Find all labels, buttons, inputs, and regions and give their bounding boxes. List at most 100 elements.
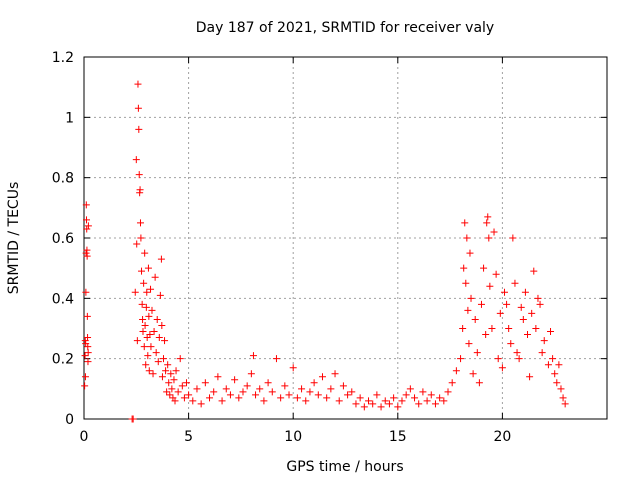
data-point bbox=[153, 315, 161, 323]
data-point bbox=[136, 186, 144, 194]
y-tick-label: 1 bbox=[65, 110, 74, 126]
data-point bbox=[144, 264, 152, 272]
data-point bbox=[139, 328, 147, 336]
data-point bbox=[83, 252, 91, 260]
data-point bbox=[365, 397, 373, 405]
data-point bbox=[394, 403, 402, 411]
data-point bbox=[148, 306, 156, 314]
data-point bbox=[252, 391, 260, 399]
x-tick-label: 20 bbox=[493, 429, 511, 445]
data-point bbox=[249, 352, 257, 360]
x-tick-label: 5 bbox=[184, 429, 193, 445]
data-point bbox=[427, 391, 435, 399]
data-point bbox=[423, 397, 431, 405]
data-point bbox=[84, 343, 92, 351]
data-point bbox=[509, 234, 517, 242]
data-point bbox=[193, 385, 201, 393]
data-point bbox=[83, 216, 91, 224]
data-point bbox=[483, 219, 491, 227]
data-point bbox=[477, 300, 485, 308]
data-point bbox=[549, 355, 557, 363]
y-tick-label: 0 bbox=[65, 412, 74, 428]
data-point bbox=[344, 391, 352, 399]
data-point bbox=[462, 279, 470, 287]
data-point bbox=[189, 397, 197, 405]
data-point bbox=[150, 328, 158, 336]
data-point bbox=[133, 337, 141, 345]
data-point bbox=[164, 361, 172, 369]
data-point bbox=[161, 337, 169, 345]
data-point bbox=[235, 394, 243, 402]
data-point bbox=[505, 325, 513, 332]
data-point bbox=[466, 249, 474, 257]
data-point bbox=[500, 288, 508, 296]
data-point bbox=[157, 255, 165, 263]
data-point bbox=[293, 394, 301, 402]
data-point bbox=[82, 249, 90, 257]
data-point bbox=[152, 349, 160, 357]
data-point bbox=[163, 388, 171, 396]
y-tick-label: 1.2 bbox=[52, 50, 74, 66]
data-point bbox=[142, 303, 150, 311]
data-point bbox=[171, 397, 179, 405]
data-point bbox=[452, 367, 460, 375]
data-point bbox=[174, 388, 182, 396]
data-point bbox=[197, 400, 205, 408]
data-point bbox=[170, 376, 178, 384]
data-point bbox=[561, 400, 569, 408]
data-point bbox=[314, 391, 322, 399]
data-point bbox=[185, 391, 193, 399]
data-point bbox=[132, 156, 140, 164]
data-point bbox=[133, 240, 141, 248]
data-point bbox=[302, 397, 310, 405]
data-point bbox=[327, 385, 335, 393]
data-point bbox=[310, 379, 318, 387]
data-point bbox=[214, 373, 222, 381]
data-point bbox=[158, 373, 166, 381]
data-point bbox=[139, 315, 147, 323]
data-point bbox=[335, 397, 343, 405]
data-point bbox=[390, 394, 398, 402]
data-point bbox=[411, 394, 419, 402]
data-point bbox=[475, 379, 483, 387]
data-point bbox=[490, 228, 498, 236]
data-point bbox=[222, 385, 230, 393]
data-point bbox=[155, 334, 163, 342]
data-point bbox=[156, 291, 164, 299]
data-point bbox=[318, 373, 326, 381]
data-point bbox=[226, 391, 234, 399]
data-point bbox=[136, 219, 144, 227]
data-point bbox=[461, 219, 469, 227]
data-point bbox=[162, 367, 170, 375]
data-point bbox=[559, 394, 567, 402]
data-point bbox=[469, 370, 477, 378]
data-point bbox=[471, 315, 479, 323]
data-point bbox=[83, 225, 91, 233]
data-point bbox=[83, 246, 91, 254]
data-point bbox=[515, 355, 523, 363]
data-point bbox=[137, 234, 145, 242]
data-point bbox=[536, 300, 544, 308]
data-point bbox=[231, 376, 239, 384]
x-tick-label: 10 bbox=[284, 429, 302, 445]
data-point bbox=[555, 361, 563, 369]
data-point bbox=[480, 264, 488, 272]
data-point bbox=[544, 361, 552, 369]
data-point bbox=[138, 267, 146, 275]
data-point bbox=[247, 370, 255, 378]
data-point bbox=[135, 125, 143, 133]
y-axis-label: SRMTID / TECUs bbox=[6, 182, 22, 295]
data-point bbox=[464, 306, 472, 314]
data-point bbox=[289, 364, 297, 372]
data-point bbox=[138, 300, 146, 308]
data-point bbox=[145, 367, 153, 375]
data-point bbox=[172, 367, 180, 375]
data-point bbox=[201, 379, 209, 387]
y-tick-label: 0.4 bbox=[52, 291, 74, 307]
chart-title: Day 187 of 2021, SRMTID for receiver val… bbox=[196, 20, 494, 36]
data-point bbox=[145, 312, 153, 320]
data-point bbox=[463, 234, 471, 242]
data-point bbox=[436, 394, 444, 402]
data-point bbox=[482, 331, 490, 339]
data-point bbox=[159, 355, 167, 363]
